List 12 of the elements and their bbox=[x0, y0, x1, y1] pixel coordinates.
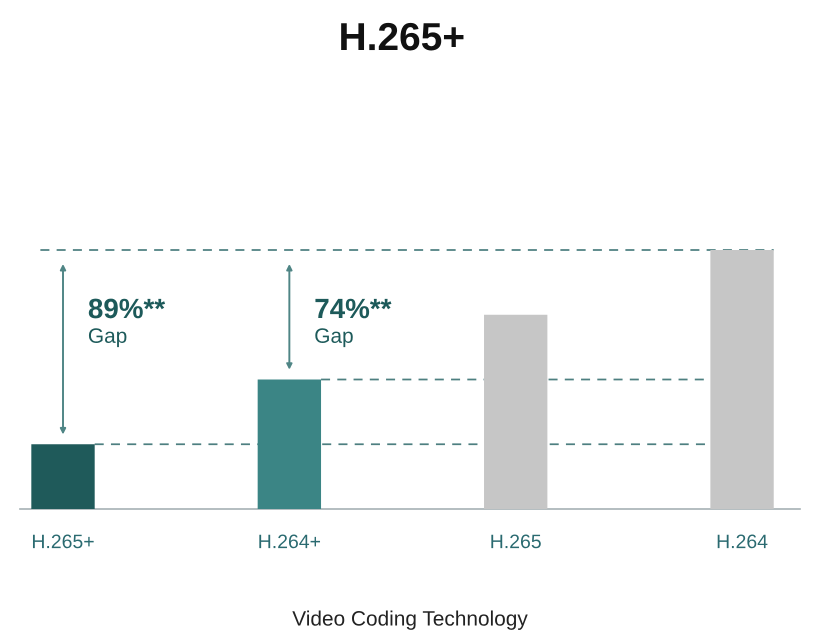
x-tick-label: H.264 bbox=[718, 534, 768, 548]
x-axis-title: Video Coding Technology bbox=[292, 610, 528, 630]
chart-title: H.265+ bbox=[341, 22, 464, 50]
bar bbox=[710, 250, 774, 509]
annotation: 89%** Gap bbox=[88, 298, 166, 348]
bar bbox=[484, 314, 548, 509]
annotation: 74%** Gap bbox=[315, 298, 392, 348]
x-tick-label: H.265+ bbox=[32, 534, 94, 548]
bar bbox=[31, 444, 95, 509]
x-tick-label: H.264+ bbox=[259, 534, 320, 548]
x-tick-label: H.265 bbox=[491, 534, 541, 548]
bar bbox=[258, 380, 322, 509]
